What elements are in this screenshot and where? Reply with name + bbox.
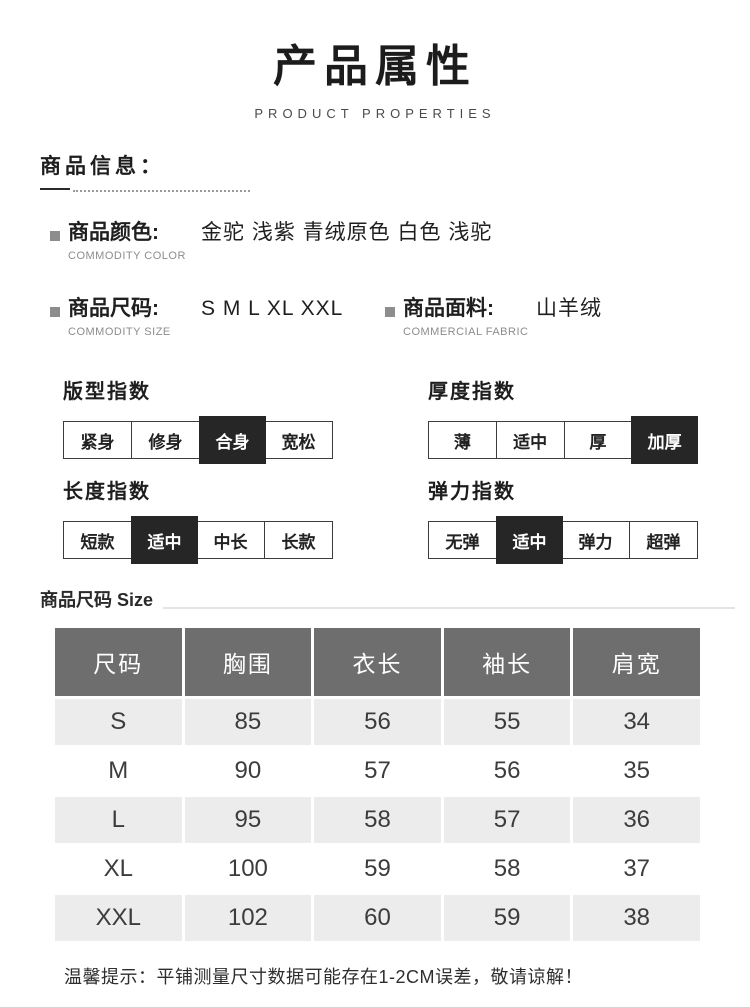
thickness-index-section: 厚度指数 薄 适中 厚 加厚 [428, 375, 698, 464]
elasticity-option-selected: 适中 [496, 516, 563, 564]
thickness-option: 薄 [429, 422, 497, 458]
elasticity-selector: 无弹 适中 弹力 超弹 [428, 516, 698, 564]
elasticity-option: 无弹 [429, 522, 497, 558]
color-sublabel: COMMODITY COLOR [68, 250, 186, 262]
length-option: 长款 [265, 522, 332, 558]
table-cell: 57 [443, 797, 571, 843]
table-cell: 56 [443, 748, 571, 794]
fabric-label: 商品面料: [403, 297, 494, 320]
table-cell: 56 [314, 699, 441, 745]
size-table: 尺码 胸围 衣长 袖长 肩宽 S 85 56 55 34 M 90 57 56 … [55, 628, 700, 941]
length-selector: 短款 适中 中长 长款 [63, 516, 333, 564]
table-header-cell: 袖长 [443, 628, 571, 696]
info-row-color: 商品颜色: 金驼 浅紫 青绒原色 白色 浅驼 COMMODITY COLOR [50, 216, 492, 262]
table-cell: S [55, 699, 182, 745]
length-option-selected: 适中 [131, 516, 198, 564]
table-cell: 102 [184, 895, 312, 941]
table-cell: 34 [573, 699, 700, 745]
square-bullet-icon [385, 307, 395, 317]
info-section-heading: 商品信息： [40, 155, 165, 178]
thickness-option-selected: 加厚 [631, 416, 698, 464]
size-heading-rule [163, 607, 735, 609]
table-cell: 90 [184, 748, 312, 794]
thickness-option: 适中 [496, 422, 565, 458]
table-cell: 57 [314, 748, 441, 794]
square-bullet-icon [50, 231, 60, 241]
thickness-option: 厚 [564, 422, 633, 458]
length-option: 中长 [197, 522, 265, 558]
table-header-cell: 衣长 [314, 628, 441, 696]
table-cell: M [55, 748, 182, 794]
size-heading-text: 商品尺码 Size [40, 590, 154, 610]
size-sublabel: COMMODITY SIZE [68, 326, 171, 338]
info-row-fabric: 商品面料: 山羊绒 COMMERCIAL FABRIC [385, 292, 602, 338]
table-cell: XL [55, 846, 182, 892]
table-cell: 100 [184, 846, 312, 892]
color-label: 商品颜色: [68, 221, 159, 244]
table-cell: 58 [314, 797, 441, 843]
fit-option: 修身 [132, 422, 200, 458]
fit-index-title: 版型指数 [63, 381, 151, 403]
elasticity-option: 弹力 [562, 522, 630, 558]
table-header-cell: 肩宽 [573, 628, 700, 696]
fit-option: 紧身 [64, 422, 132, 458]
size-section-heading: 商品尺码 Size [40, 586, 735, 612]
table-cell: 38 [573, 895, 700, 941]
elasticity-index-section: 弹力指数 无弹 适中 弹力 超弹 [428, 475, 698, 564]
info-row-size: 商品尺码: S M L XL XXL COMMODITY SIZE [50, 292, 343, 338]
table-cell: 36 [573, 797, 700, 843]
color-value: 金驼 浅紫 青绒原色 白色 浅驼 [201, 221, 493, 244]
table-cell: 58 [443, 846, 571, 892]
fabric-sublabel: COMMERCIAL FABRIC [403, 326, 529, 338]
elasticity-option: 超弹 [630, 522, 697, 558]
table-cell: 35 [573, 748, 700, 794]
underline-dotted-segment [73, 190, 250, 192]
title-block: 产品属性 PRODUCT PROPERTIES [0, 30, 750, 121]
underline-solid-segment [40, 188, 70, 190]
table-cell: 95 [184, 797, 312, 843]
table-cell: 85 [184, 699, 312, 745]
size-label: 商品尺码: [68, 297, 159, 320]
length-index-section: 长度指数 短款 适中 中长 长款 [63, 475, 333, 564]
elasticity-index-title: 弹力指数 [428, 481, 516, 503]
table-cell: 55 [443, 699, 571, 745]
fit-index-section: 版型指数 紧身 修身 合身 宽松 [63, 375, 333, 464]
fit-option-selected: 合身 [199, 416, 266, 464]
table-header-cell: 胸围 [184, 628, 312, 696]
heading-underline [40, 186, 250, 192]
fit-selector: 紧身 修身 合身 宽松 [63, 416, 333, 464]
fabric-value: 山羊绒 [536, 297, 602, 320]
table-cell: 37 [573, 846, 700, 892]
thickness-index-title: 厚度指数 [428, 381, 516, 403]
square-bullet-icon [50, 307, 60, 317]
thickness-selector: 薄 适中 厚 加厚 [428, 416, 698, 464]
table-cell: 59 [443, 895, 571, 941]
measurement-note: 温馨提示：平铺测量尺寸数据可能存在1-2CM误差，敬请谅解！ [64, 967, 584, 987]
table-header-cell: 尺码 [55, 628, 182, 696]
fit-option: 宽松 [265, 422, 332, 458]
table-cell: L [55, 797, 182, 843]
page-title: 产品属性 [273, 42, 477, 91]
length-index-title: 长度指数 [63, 481, 151, 503]
page-subtitle: PRODUCT PROPERTIES [254, 106, 496, 121]
table-cell: XXL [55, 895, 182, 941]
table-cell: 59 [314, 846, 441, 892]
table-cell: 60 [314, 895, 441, 941]
size-value: S M L XL XXL [201, 297, 344, 320]
length-option: 短款 [64, 522, 132, 558]
